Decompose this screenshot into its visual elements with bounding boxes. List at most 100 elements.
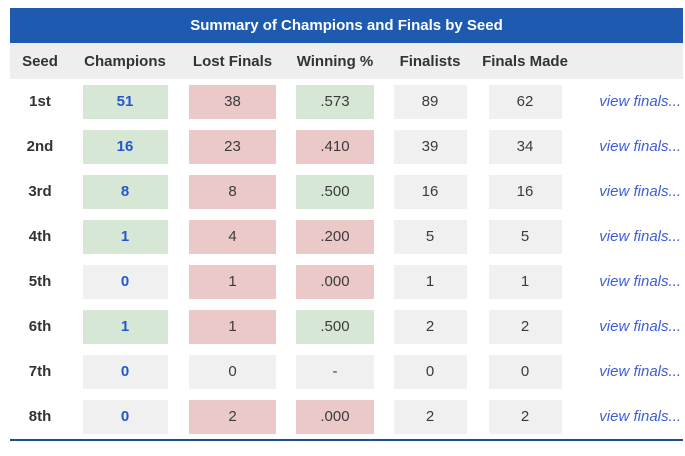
finalists-cell: 1 xyxy=(385,264,475,299)
champions-cell: 1 xyxy=(70,219,180,254)
lost-finals-cell: 0 xyxy=(180,354,285,389)
summary-table: Summary of Champions and Finals by Seed … xyxy=(10,8,683,441)
champions-cell: 1 xyxy=(70,309,180,344)
finals-made-value: 5 xyxy=(488,219,562,254)
lost-finals-value: 4 xyxy=(189,219,276,254)
winning-pct-value: .500 xyxy=(296,174,374,209)
champions-value: 51 xyxy=(82,84,168,119)
seed-label: 6th xyxy=(28,318,52,335)
champions-value: 0 xyxy=(82,354,168,389)
lost-finals-cell: 4 xyxy=(180,219,285,254)
finals-made-cell: 2 xyxy=(475,309,575,344)
finalists-cell: 16 xyxy=(385,174,475,209)
lost-finals-value: 38 xyxy=(189,84,276,119)
winning-pct-value: .200 xyxy=(296,219,374,254)
champions-value: 0 xyxy=(82,399,168,434)
seed-label: 5th xyxy=(28,273,52,290)
column-header-champions: Champions xyxy=(84,52,166,70)
finals-made-cell: 2 xyxy=(475,399,575,434)
lost-finals-value: 2 xyxy=(189,399,276,434)
champions-cell: 16 xyxy=(70,129,180,164)
column-header-winning-pct: Winning % xyxy=(296,52,374,70)
finals-made-value: 62 xyxy=(488,84,562,119)
table-row: 7th 0 0-0 0 view finals... xyxy=(10,349,683,394)
finals-made-cell: 16 xyxy=(475,174,575,209)
finalists-cell: 2 xyxy=(385,399,475,434)
view-finals-link[interactable]: view finals... xyxy=(599,408,681,425)
view-finals-link[interactable]: view finals... xyxy=(599,228,681,245)
lost-finals-cell: 2 xyxy=(180,399,285,434)
lost-finals-cell: 38 xyxy=(180,84,285,119)
champions-value: 16 xyxy=(82,129,168,164)
winning-pct-cell: .573 xyxy=(285,84,385,119)
lost-finals-value: 23 xyxy=(189,129,276,164)
finalists-value: 16 xyxy=(393,174,467,209)
winning-pct-value: .000 xyxy=(296,264,374,299)
finals-made-value: 0 xyxy=(488,354,562,389)
seed-label: 2nd xyxy=(26,138,54,155)
champions-cell: 51 xyxy=(70,84,180,119)
seed-label: 7th xyxy=(28,363,52,380)
winning-pct-cell: .500 xyxy=(285,309,385,344)
finalists-cell: 89 xyxy=(385,84,475,119)
finals-made-cell: 0 xyxy=(475,354,575,389)
winning-pct-value: .410 xyxy=(296,129,374,164)
table-row: 1st 51 38 .573 89 62 view finals... xyxy=(10,79,683,124)
seed-label: 4th xyxy=(28,228,52,245)
lost-finals-cell: 23 xyxy=(180,129,285,164)
winning-pct-value: .500 xyxy=(296,309,374,344)
lost-finals-value: 1 xyxy=(189,309,276,344)
finalists-value: 2 xyxy=(393,309,467,344)
winning-pct-cell: .200 xyxy=(285,219,385,254)
finalists-value: 39 xyxy=(393,129,467,164)
table-row: 5th 0 1.000 1 1 view finals... xyxy=(10,259,683,304)
champions-value: 0 xyxy=(82,264,168,299)
view-finals-link[interactable]: view finals... xyxy=(599,93,681,110)
column-header-row: Seed Champions Lost Finals Winning % Fin… xyxy=(10,43,683,79)
lost-finals-value: 0 xyxy=(189,354,276,389)
table-row: 8th 0 2.000 2 2 view finals... xyxy=(10,394,683,439)
finals-made-value: 1 xyxy=(488,264,562,299)
seed-label: 1st xyxy=(29,93,51,110)
finalists-cell: 0 xyxy=(385,354,475,389)
finalists-value: 5 xyxy=(393,219,467,254)
view-finals-link[interactable]: view finals... xyxy=(599,138,681,155)
table-rows: 1st 51 38.573 89 62 view finals... 2nd 16 23.410… xyxy=(10,79,683,439)
champions-cell: 0 xyxy=(70,399,180,434)
finalists-value: 2 xyxy=(393,399,467,434)
finals-made-value: 2 xyxy=(488,309,562,344)
column-header-seed: Seed xyxy=(22,52,58,70)
view-finals-link[interactable]: view finals... xyxy=(599,183,681,200)
view-finals-link[interactable]: view finals... xyxy=(599,318,681,335)
champions-cell: 0 xyxy=(70,354,180,389)
winning-pct-cell: .410 xyxy=(285,129,385,164)
finalists-cell: 2 xyxy=(385,309,475,344)
finalists-cell: 5 xyxy=(385,219,475,254)
winning-pct-cell: .000 xyxy=(285,264,385,299)
winning-pct-value: .573 xyxy=(296,84,374,119)
winning-pct-value: - xyxy=(296,354,374,389)
lost-finals-value: 1 xyxy=(189,264,276,299)
view-finals-link[interactable]: view finals... xyxy=(599,363,681,380)
column-header-finalists: Finalists xyxy=(399,52,461,70)
winning-pct-cell: .000 xyxy=(285,399,385,434)
finalists-cell: 39 xyxy=(385,129,475,164)
seed-label: 3rd xyxy=(28,183,52,200)
table-row: 4th 1 4 .200 5 5 view finals... xyxy=(10,214,683,259)
view-finals-link[interactable]: view finals... xyxy=(599,273,681,290)
lost-finals-value: 8 xyxy=(189,174,276,209)
finals-made-cell: 5 xyxy=(475,219,575,254)
finals-made-value: 2 xyxy=(488,399,562,434)
winning-pct-cell: .500 xyxy=(285,174,385,209)
table-title: Summary of Champions and Finals by Seed xyxy=(10,8,683,43)
winning-pct-cell: - xyxy=(285,354,385,389)
champions-value: 1 xyxy=(82,219,168,254)
lost-finals-cell: 1 xyxy=(180,309,285,344)
winning-pct-value: .000 xyxy=(296,399,374,434)
finalists-value: 0 xyxy=(393,354,467,389)
table-row: 6th 1 1 .500 2 2 view finals... xyxy=(10,304,683,349)
table-row: 3rd 8 8 .500 16 16 view finals... xyxy=(10,169,683,214)
column-header-finals-made: Finals Made xyxy=(482,52,568,70)
champions-cell: 0 xyxy=(70,264,180,299)
finals-made-cell: 62 xyxy=(475,84,575,119)
